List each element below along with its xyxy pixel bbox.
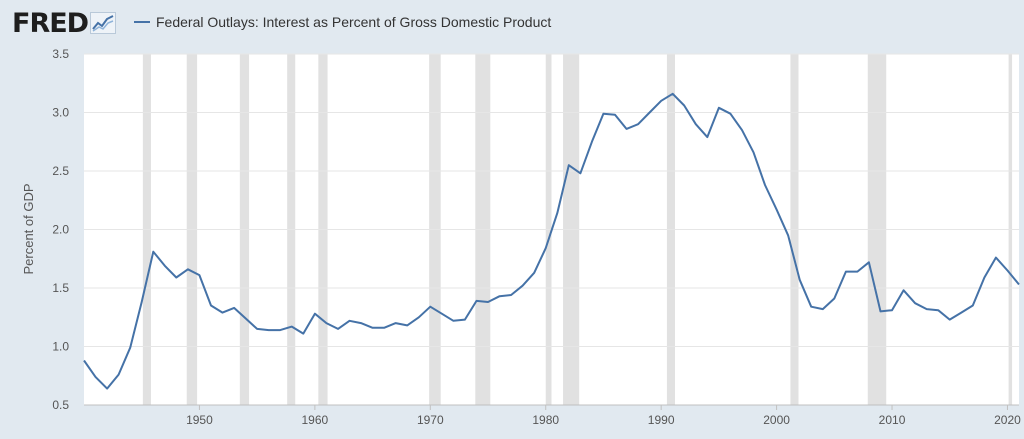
y-tick-label: 1.0 [52, 340, 69, 354]
chart-header: FRED Federal Outlays: Interest as Percen… [0, 0, 1024, 46]
fred-logo[interactable]: FRED [12, 7, 117, 39]
chart-area: 0.5 1.0 1.5 2.0 2.5 3.0 3.5 1950 1960 1970 1980 19… [0, 46, 1024, 434]
y-tick-label: 2.5 [52, 164, 69, 178]
x-tick-label: 1990 [648, 413, 675, 427]
x-tick-label: 1970 [417, 413, 444, 427]
y-axis-title: Percent of GDP [21, 183, 36, 274]
x-tick-label: 2020 [994, 413, 1021, 427]
y-tick-label: 3.0 [52, 106, 69, 120]
x-tick-label: 2010 [879, 413, 906, 427]
chart-legend[interactable]: Federal Outlays: Interest as Percent of … [134, 14, 551, 30]
legend-swatch [134, 21, 150, 23]
y-tick-label: 1.5 [52, 281, 69, 295]
y-tick-labels: 0.5 1.0 1.5 2.0 2.5 3.0 3.5 [52, 47, 69, 412]
y-tick-label: 0.5 [52, 398, 69, 412]
x-tick-label: 2000 [763, 413, 790, 427]
fred-logo-text: FRED [12, 7, 89, 39]
series-layer [83, 92, 1020, 390]
x-tick-labels: 1950 1960 1970 1980 1990 2000 2010 2020 [84, 404, 1021, 427]
chart-trend-icon [90, 12, 117, 34]
x-tick-label: 1960 [302, 413, 329, 427]
series-line[interactable] [83, 92, 1020, 390]
line-chart[interactable]: 0.51.01.52.02.53.03.5 1950 1960 1970 1980 19… [0, 46, 1024, 434]
y-tick-label: 2.0 [52, 223, 69, 237]
x-tick-label: 1950 [186, 413, 213, 427]
y-tick-label: 3.5 [52, 47, 69, 61]
legend-label: Federal Outlays: Interest as Percent of … [156, 14, 552, 30]
x-tick-label: 1980 [532, 413, 559, 427]
